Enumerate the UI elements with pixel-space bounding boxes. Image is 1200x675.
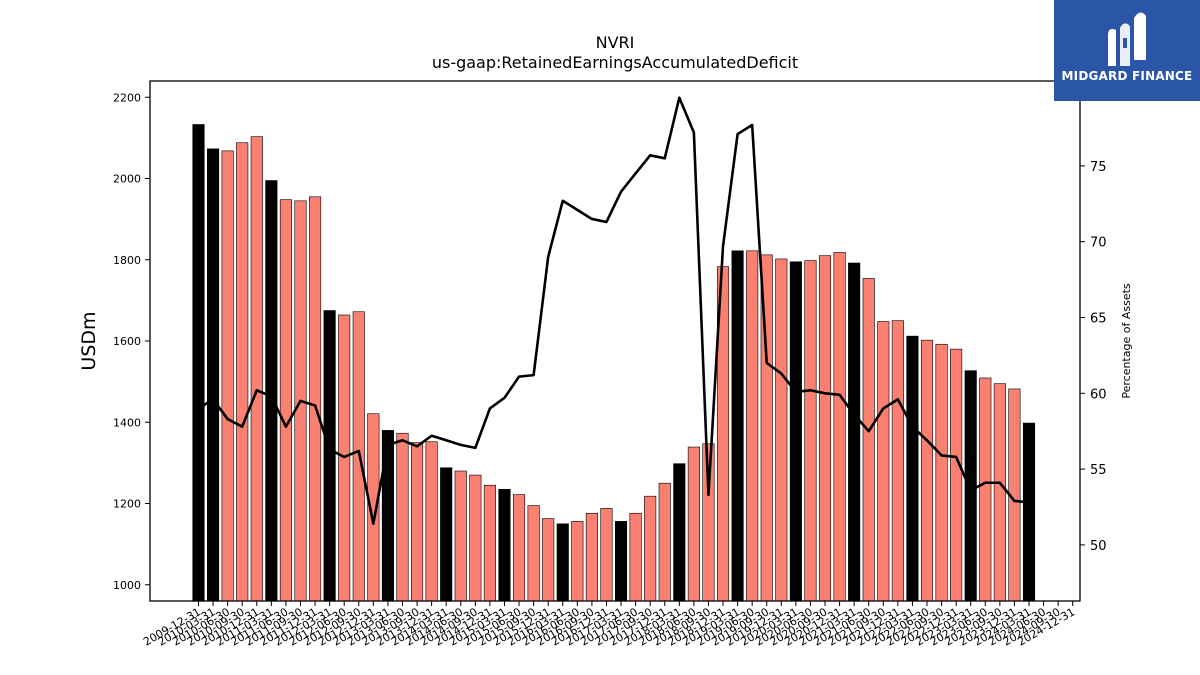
bar-2019-12-31 [775, 258, 788, 602]
y-tick-label: 1400 [113, 416, 141, 429]
bar-2014-09-30 [469, 474, 482, 602]
bar-series [192, 124, 1036, 602]
y-axis-label: USDm [78, 311, 100, 370]
y2-tick-label: 55 [1090, 463, 1107, 478]
y2-axis-label: Percentage of Assets [1120, 283, 1133, 399]
bar-2021-03-31 [848, 262, 861, 602]
brand-logo: MIDGARD FINANCE [1054, 0, 1200, 101]
bar-2021-12-31 [891, 320, 904, 602]
y2-tick-label: 70 [1090, 236, 1107, 251]
bar-2013-09-30 [410, 442, 424, 602]
y2-tick-label: 65 [1090, 312, 1107, 327]
bar-2013-12-31 [425, 441, 438, 602]
bar-2012-03-31 [323, 310, 336, 602]
bar-2014-12-31 [483, 484, 496, 602]
bar-2015-06-30 [512, 494, 526, 602]
brand-name: MIDGARD FINANCE [1061, 69, 1193, 83]
percentage-of-assets-line [197, 96, 1030, 525]
y-tick-label: 1600 [113, 335, 141, 348]
bar-2024-03-31 [1022, 422, 1036, 602]
bar-2015-03-31 [498, 488, 511, 602]
bar-2020-12-31 [833, 252, 846, 602]
y-tick-label: 1800 [113, 254, 141, 267]
bar-2021-09-30 [877, 321, 890, 602]
chart-subtitle: us-gaap:RetainedEarningsAccumulatedDefic… [432, 53, 798, 72]
bar-2022-06-30 [920, 339, 934, 602]
bar-2019-03-31 [731, 250, 744, 602]
bar-2016-12-31 [600, 508, 613, 602]
bar-2016-03-31 [556, 523, 569, 602]
bar-2023-09-30 [993, 383, 1006, 602]
bar-2014-03-31 [440, 467, 453, 602]
bar-2022-03-31 [906, 335, 919, 602]
bar-2011-03-31 [265, 180, 278, 602]
bar-2017-09-30 [644, 495, 657, 602]
bar-2023-03-31 [964, 370, 977, 602]
chart-title: NVRI [596, 33, 635, 52]
plot-frame [149, 80, 1081, 602]
y2-tick-label: 60 [1090, 387, 1107, 402]
bar-2018-03-31 [673, 463, 686, 602]
bar-2014-06-30 [454, 470, 467, 602]
bar-2015-12-31 [542, 518, 555, 602]
line-series [197, 96, 1030, 525]
bar-2022-09-30 [935, 343, 948, 602]
bar-2013-03-31 [381, 430, 394, 602]
y2-tick-label: 75 [1090, 160, 1107, 175]
bar-2010-09-30 [236, 142, 249, 602]
bar-2010-06-30 [221, 150, 234, 602]
bar-2019-06-30 [746, 250, 759, 602]
y-tick-label: 2200 [113, 91, 141, 104]
bar-2018-06-30 [687, 446, 700, 602]
bar-2016-09-30 [585, 512, 598, 602]
bar-2020-09-30 [818, 255, 832, 602]
y-axis-ticks: 1000 1200 1400 1600 1800 2000 2200 [113, 91, 150, 592]
y2-tick-label: 50 [1090, 539, 1107, 554]
y2-axis-ticks: 50 55 60 65 70 75 [1080, 160, 1107, 554]
y-tick-label: 2000 [113, 173, 141, 186]
bar-2011-06-30 [279, 199, 292, 602]
bar-2016-06-30 [571, 521, 584, 602]
bar-2015-09-30 [527, 505, 540, 602]
bar-2020-06-30 [804, 260, 817, 602]
bar-2013-06-30 [396, 432, 409, 602]
bar-2009-12-31 [192, 124, 205, 602]
bar-2010-03-31 [207, 148, 220, 602]
brand-mark-icon [1108, 12, 1146, 66]
x-axis-ticks: 2009-12-312010-03-312010-06-302010-09-30… [141, 601, 1077, 649]
bar-2011-12-31 [309, 196, 322, 602]
bar-2017-06-30 [629, 512, 642, 602]
bar-2022-12-31 [950, 348, 963, 602]
bar-2020-03-31 [789, 261, 802, 602]
bar-2017-12-31 [658, 482, 671, 602]
bar-2010-12-31 [250, 136, 263, 602]
bar-2023-06-30 [979, 377, 992, 602]
bar-2017-03-31 [614, 521, 628, 602]
bar-2021-06-30 [862, 278, 875, 602]
y-tick-label: 1200 [113, 498, 141, 511]
y-tick-label: 1000 [113, 579, 141, 592]
